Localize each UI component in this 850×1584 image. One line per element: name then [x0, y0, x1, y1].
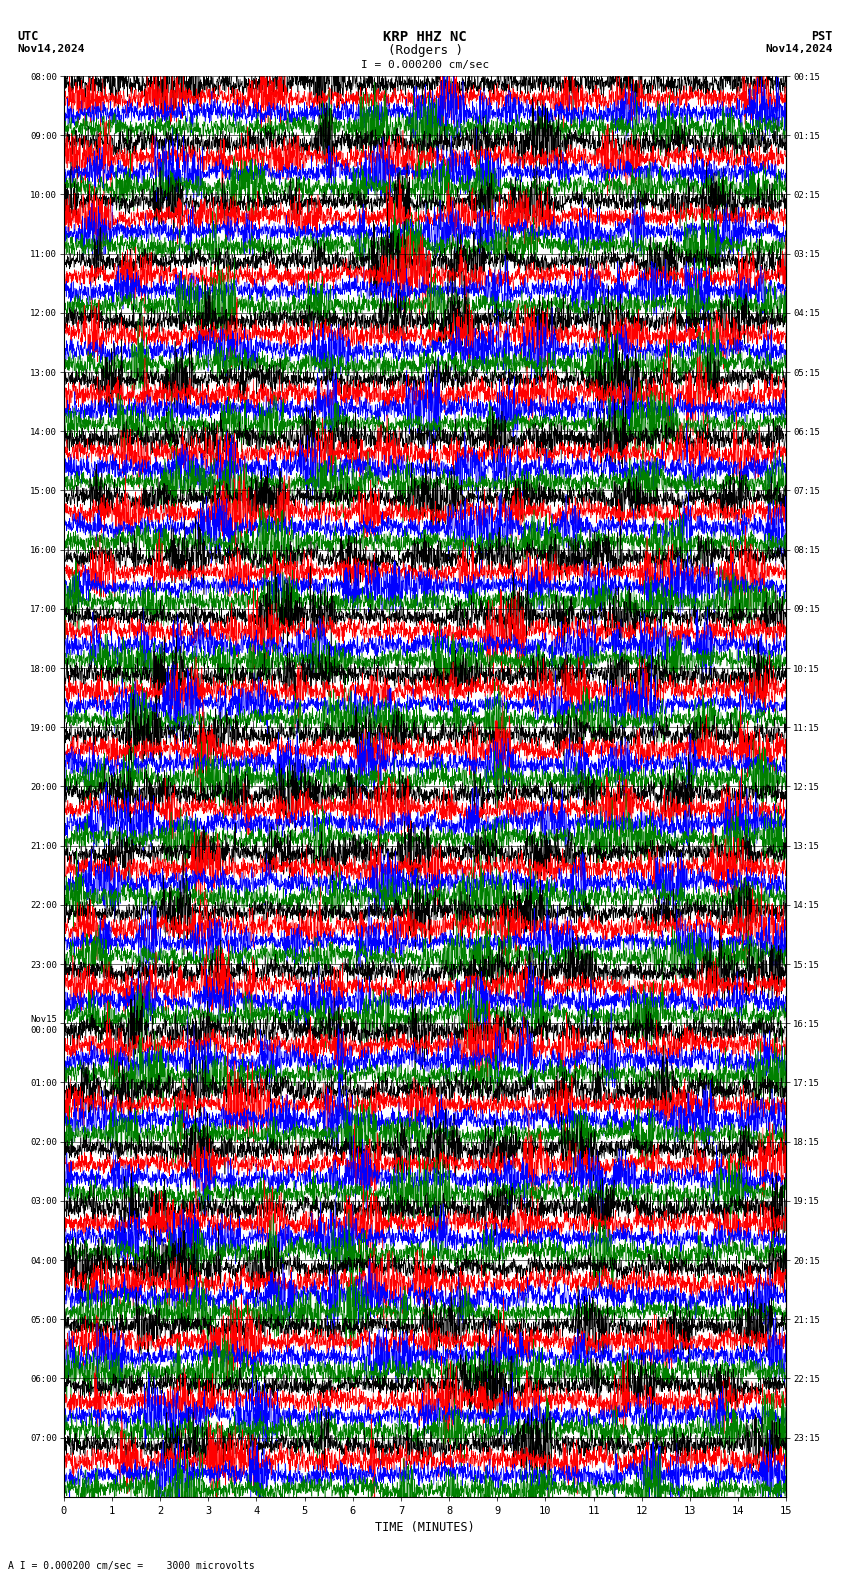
X-axis label: TIME (MINUTES): TIME (MINUTES) [375, 1522, 475, 1535]
Text: A I = 0.000200 cm/sec =    3000 microvolts: A I = 0.000200 cm/sec = 3000 microvolts [8, 1562, 255, 1571]
Text: Nov14,2024: Nov14,2024 [17, 44, 84, 54]
Text: KRP HHZ NC: KRP HHZ NC [383, 30, 467, 44]
Text: Nov14,2024: Nov14,2024 [766, 44, 833, 54]
Text: (Rodgers ): (Rodgers ) [388, 44, 462, 57]
Text: I = 0.000200 cm/sec: I = 0.000200 cm/sec [361, 60, 489, 70]
Text: UTC: UTC [17, 30, 38, 43]
Text: PST: PST [812, 30, 833, 43]
